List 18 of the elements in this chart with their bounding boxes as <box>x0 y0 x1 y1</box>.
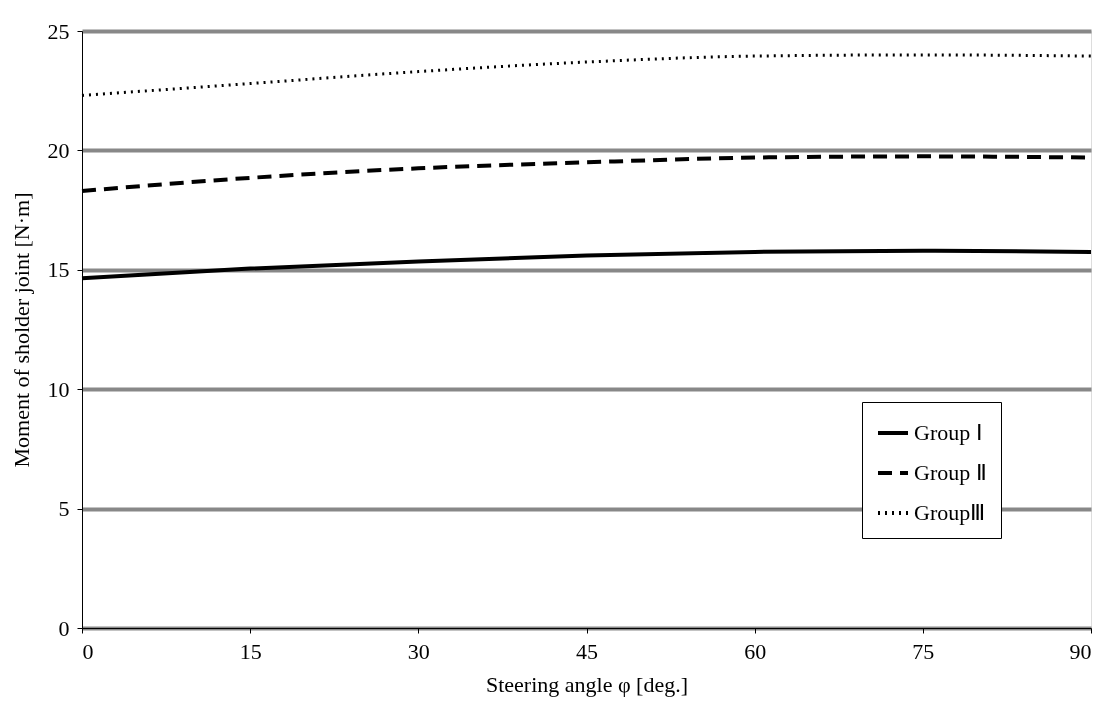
x-tick-label: 60 <box>744 638 767 664</box>
y-tick-label: 20 <box>47 137 70 163</box>
legend-label: GroupⅢ <box>914 500 986 525</box>
x-tick-label: 90 <box>1069 638 1092 664</box>
y-axis-title: Moment of sholder joint [N·m] <box>8 192 34 468</box>
x-axis-title: Steering angle φ [deg.] <box>485 671 689 697</box>
y-tick-label: 10 <box>47 376 70 402</box>
y-tick-label: 15 <box>47 257 70 283</box>
y-tick-label: 0 <box>58 615 70 641</box>
y-tick-label: 5 <box>58 496 70 522</box>
y-tick-label: 25 <box>47 18 70 44</box>
x-tick-label: 30 <box>407 638 430 664</box>
legend-label: Group Ⅱ <box>914 460 987 485</box>
x-tick-label: 0 <box>82 638 94 664</box>
legend-label: Group Ⅰ <box>914 420 982 445</box>
x-tick-label: 45 <box>576 638 598 664</box>
x-tick-label: 15 <box>239 638 262 664</box>
x-tick-label: 75 <box>912 638 935 664</box>
